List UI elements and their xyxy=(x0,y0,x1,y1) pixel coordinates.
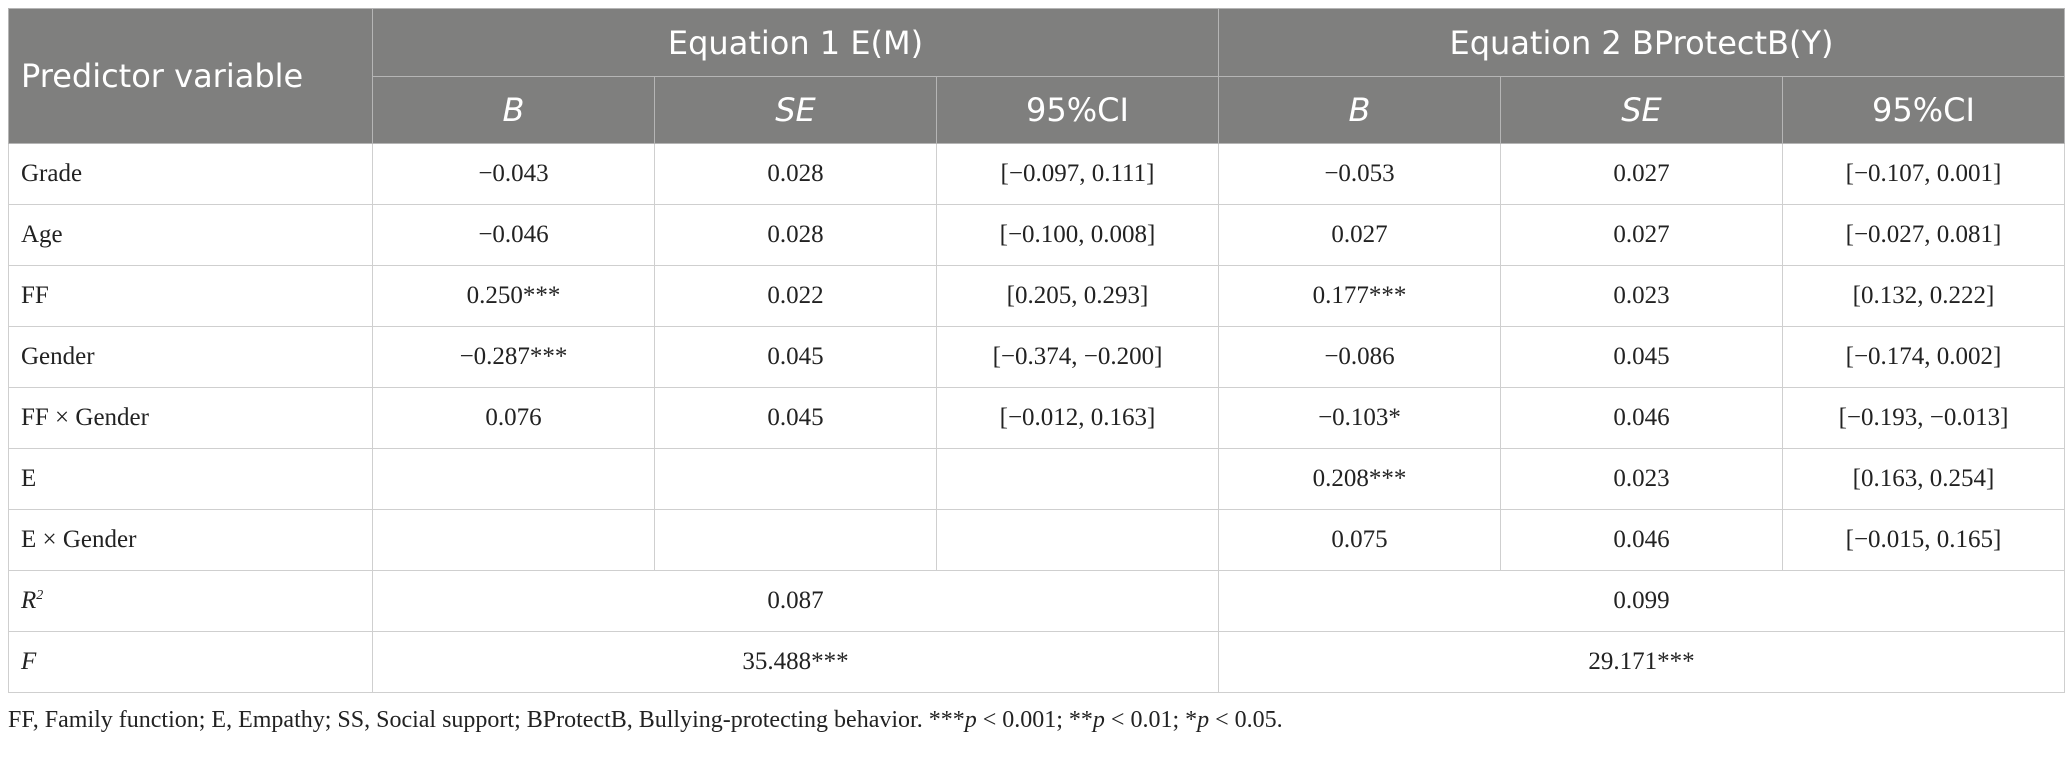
column-header-b: B xyxy=(372,76,655,144)
header-row-columns: B SE 95%CI B SE 95%CI xyxy=(9,76,2065,144)
column-header-b: B xyxy=(1218,76,1501,144)
table-cell: 0.045 xyxy=(654,387,937,449)
table-row: FF 0.250*** 0.022 [0.205, 0.293] 0.177**… xyxy=(8,265,2065,327)
row-label: FF × Gender xyxy=(8,387,373,449)
r-squared-row: R2 0.087 0.099 xyxy=(8,570,2065,632)
footnote-text: FF, Family function; E, Empathy; SS, Soc… xyxy=(8,707,965,733)
column-header-ci: 95%CI xyxy=(1782,76,2065,144)
table-cell: [0.205, 0.293] xyxy=(936,265,1219,327)
table-row: E × Gender 0.075 0.046 [−0.015, 0.165] xyxy=(8,509,2065,571)
table-cell: [−0.027, 0.081] xyxy=(1782,204,2065,266)
table-footnote: FF, Family function; E, Empathy; SS, Soc… xyxy=(8,707,2065,734)
table-cell: [0.163, 0.254] xyxy=(1782,448,2065,510)
table-cell xyxy=(372,509,655,571)
table-cell: 0.023 xyxy=(1500,448,1783,510)
table-cell: 0.208*** xyxy=(1218,448,1501,510)
table-row: E 0.208*** 0.023 [0.163, 0.254] xyxy=(8,448,2065,510)
row-label: E xyxy=(8,448,373,510)
table-cell: 0.028 xyxy=(654,143,937,205)
table-cell: 0.076 xyxy=(372,387,655,449)
header-row-groups: Predictor variable Equation 1 E(M) Equat… xyxy=(8,8,2065,144)
table-container: Predictor variable Equation 1 E(M) Equat… xyxy=(8,8,2065,734)
regression-table: Predictor variable Equation 1 E(M) Equat… xyxy=(8,8,2065,693)
equation-2-header: Equation 2 BProtectB(Y) xyxy=(1218,8,2065,77)
table-cell: −0.086 xyxy=(1218,326,1501,388)
table-cell xyxy=(654,509,937,571)
table-cell: 0.177*** xyxy=(1218,265,1501,327)
column-header-se: SE xyxy=(654,76,937,144)
table-cell: 0.022 xyxy=(654,265,937,327)
table-cell: 0.045 xyxy=(654,326,937,388)
r-squared-superscript: 2 xyxy=(36,588,44,603)
table-cell: 0.027 xyxy=(1218,204,1501,266)
table-cell: [−0.100, 0.008] xyxy=(936,204,1219,266)
table-cell: [−0.193, −0.013] xyxy=(1782,387,2065,449)
table-cell xyxy=(936,448,1219,510)
table-cell: 0.046 xyxy=(1500,509,1783,571)
row-label: Age xyxy=(8,204,373,266)
table-cell: [−0.374, −0.200] xyxy=(936,326,1219,388)
footnote-threshold: < 0.001; ** xyxy=(976,707,1093,733)
table-cell: [−0.015, 0.165] xyxy=(1782,509,2065,571)
column-header-ci: 95%CI xyxy=(936,76,1219,144)
f-statistic-eq1: 35.488*** xyxy=(372,631,1219,693)
table-cell: 0.250*** xyxy=(372,265,655,327)
predictor-variable-header: Predictor variable xyxy=(8,8,373,144)
table-cell: [−0.097, 0.111] xyxy=(936,143,1219,205)
footnote-p-symbol: p xyxy=(964,707,977,733)
footnote-threshold: < 0.05. xyxy=(1209,707,1283,733)
row-label: E × Gender xyxy=(8,509,373,571)
table-cell: 0.046 xyxy=(1500,387,1783,449)
table-row: Gender −0.287*** 0.045 [−0.374, −0.200] … xyxy=(8,326,2065,388)
table-row: FF × Gender 0.076 0.045 [−0.012, 0.163] … xyxy=(8,387,2065,449)
footnote-p-symbol: p xyxy=(1092,707,1105,733)
table-cell: 0.028 xyxy=(654,204,937,266)
table-cell: 0.045 xyxy=(1500,326,1783,388)
table-cell: [0.132, 0.222] xyxy=(1782,265,2065,327)
table-cell: −0.103* xyxy=(1218,387,1501,449)
table-cell: −0.043 xyxy=(372,143,655,205)
table-cell: [−0.174, 0.002] xyxy=(1782,326,2065,388)
row-label: Grade xyxy=(8,143,373,205)
table-cell: −0.046 xyxy=(372,204,655,266)
r-squared-label: R2 xyxy=(8,570,373,632)
table-cell: [−0.107, 0.001] xyxy=(1782,143,2065,205)
table-cell: 0.023 xyxy=(1500,265,1783,327)
equation-1-header: Equation 1 E(M) xyxy=(372,8,1219,77)
f-statistic-row: F 35.488*** 29.171*** xyxy=(8,631,2065,693)
row-label: FF xyxy=(8,265,373,327)
column-header-se: SE xyxy=(1500,76,1783,144)
table-cell xyxy=(936,509,1219,571)
table-cell: −0.287*** xyxy=(372,326,655,388)
f-statistic-eq2: 29.171*** xyxy=(1218,631,2065,693)
table-cell: −0.053 xyxy=(1218,143,1501,205)
row-label: Gender xyxy=(8,326,373,388)
r-squared-eq2: 0.099 xyxy=(1218,570,2065,632)
table-cell xyxy=(654,448,937,510)
table-row: Grade −0.043 0.028 [−0.097, 0.111] −0.05… xyxy=(8,143,2065,205)
r-squared-letter: R xyxy=(21,587,37,614)
table-cell: 0.027 xyxy=(1500,143,1783,205)
table-cell xyxy=(372,448,655,510)
table-cell: 0.027 xyxy=(1500,204,1783,266)
f-statistic-label: F xyxy=(8,631,373,693)
footnote-p-symbol: p xyxy=(1197,707,1210,733)
table-cell: [−0.012, 0.163] xyxy=(936,387,1219,449)
table-cell: 0.075 xyxy=(1218,509,1501,571)
table-row: Age −0.046 0.028 [−0.100, 0.008] 0.027 0… xyxy=(8,204,2065,266)
r-squared-eq1: 0.087 xyxy=(372,570,1219,632)
footnote-threshold: < 0.01; * xyxy=(1104,707,1198,733)
